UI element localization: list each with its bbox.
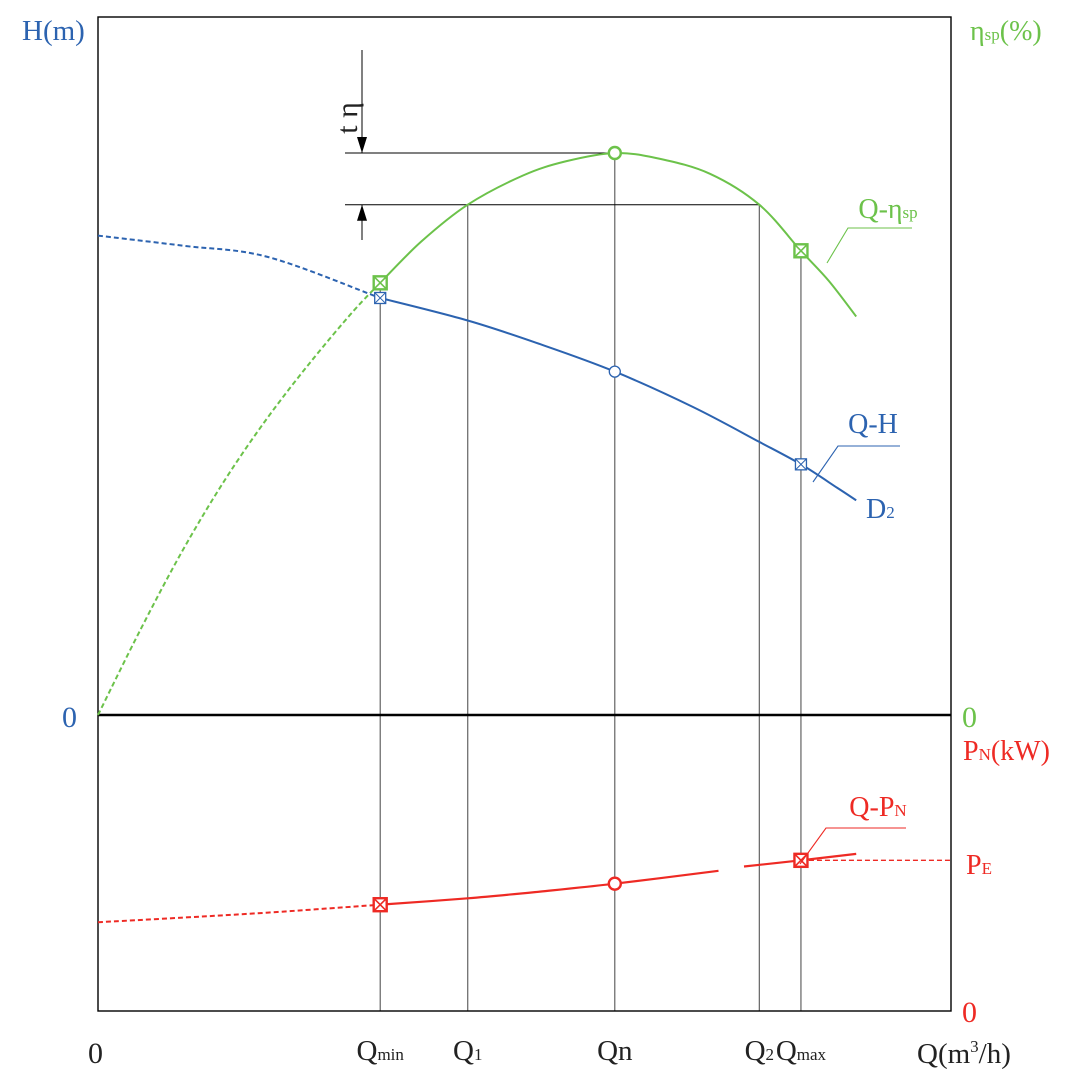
- efficiency-label-leader: [826, 227, 912, 264]
- head-label-leader: [812, 445, 900, 483]
- x-axis-label: Q(m3/h): [917, 1037, 1011, 1069]
- power-axis-unit: (kW): [991, 736, 1050, 767]
- impeller-diameter-sub: 2: [886, 503, 895, 522]
- efficiency-axis-symbol: η: [970, 16, 985, 47]
- plot-border: [97, 16, 952, 1012]
- efficiency-0-box-marker: [372, 275, 388, 291]
- head-0-box-marker: [374, 291, 387, 305]
- power-limit-sub: E: [982, 859, 992, 878]
- power-0-box-marker: [372, 897, 388, 913]
- power-axis-symbol: P: [963, 736, 979, 767]
- power-limit-label: PE: [966, 850, 992, 881]
- efficiency-series-main: Q-η: [858, 194, 902, 225]
- power-limit-main: P: [966, 850, 982, 881]
- power-series-sub: N: [894, 801, 906, 820]
- series-layer: [97, 151, 951, 924]
- impeller-diameter-main: D: [866, 494, 886, 525]
- efficiency-axis-sub: sp: [985, 25, 1000, 44]
- power-axis-label: PN(kW): [963, 736, 1050, 767]
- power-axis-sub: N: [979, 745, 991, 764]
- efficiency-curve-dashed: [97, 282, 381, 716]
- efficiency-1-circle-marker: [607, 145, 622, 161]
- power-curve-part-1: [380, 869, 719, 906]
- head-1-circle-marker: [608, 365, 621, 378]
- efficiency-series-label: Q-ηsp: [858, 194, 917, 225]
- left-axis-label: H(m): [22, 15, 85, 47]
- power-label-leader: [799, 827, 906, 865]
- power-axis-zero: 0: [962, 996, 977, 1029]
- x-axis-origin: 0: [88, 1037, 103, 1069]
- efficiency-axis-unit: (%): [1000, 16, 1042, 47]
- power-1-circle-marker: [607, 876, 622, 891]
- tick-label-qn: Qn: [597, 1035, 633, 1067]
- power-series-label: Q-PN: [849, 792, 906, 823]
- chart-frame: [97, 16, 952, 1012]
- head-series-label: Q-H: [848, 409, 898, 440]
- tick-label-q1: Q1: [453, 1035, 482, 1067]
- tolerance-arrow-down-icon: [357, 137, 367, 153]
- vertical-guide-lines: [379, 153, 802, 1011]
- impeller-diameter-label: D2: [866, 494, 895, 525]
- head-curve-dashed: [97, 234, 381, 299]
- left-axis-zero: 0: [62, 701, 77, 734]
- head-2-box-marker: [794, 458, 808, 471]
- tick-label-qmin: Qmin: [356, 1035, 404, 1067]
- head-curve: [379, 297, 857, 502]
- efficiency-axis-label: ηsp(%): [970, 16, 1042, 47]
- tolerance-dimension: [345, 50, 760, 240]
- power-curve-dashed: [97, 903, 381, 924]
- x-tick-labels: Qmin Q1 Qn Q2 Qmax: [356, 1035, 826, 1067]
- efficiency-curve: [379, 151, 857, 318]
- efficiency-series-sub: sp: [903, 203, 918, 222]
- leader-lines: [799, 227, 912, 865]
- tolerance-arrow-up-icon: [357, 204, 367, 221]
- efficiency-axis-zero: 0: [962, 701, 977, 734]
- efficiency-2-box-marker: [793, 243, 809, 259]
- x-axis-label-tail: /h): [979, 1038, 1011, 1069]
- x-axis-label-main: Q(m: [917, 1038, 971, 1069]
- tick-label-q2: Q2: [745, 1035, 774, 1067]
- markers-layer: [372, 145, 809, 913]
- power-series-main: Q-P: [849, 792, 894, 823]
- x-axis-label-sup: 3: [970, 1037, 979, 1056]
- tick-label-qmax: Qmax: [776, 1035, 827, 1067]
- tolerance-label: t η: [331, 102, 364, 134]
